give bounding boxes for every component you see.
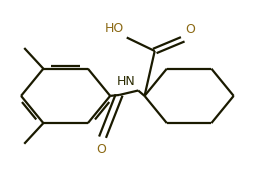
Text: HN: HN [117, 75, 136, 88]
Text: O: O [185, 23, 195, 36]
Text: O: O [96, 143, 106, 156]
Text: HO: HO [105, 22, 124, 35]
